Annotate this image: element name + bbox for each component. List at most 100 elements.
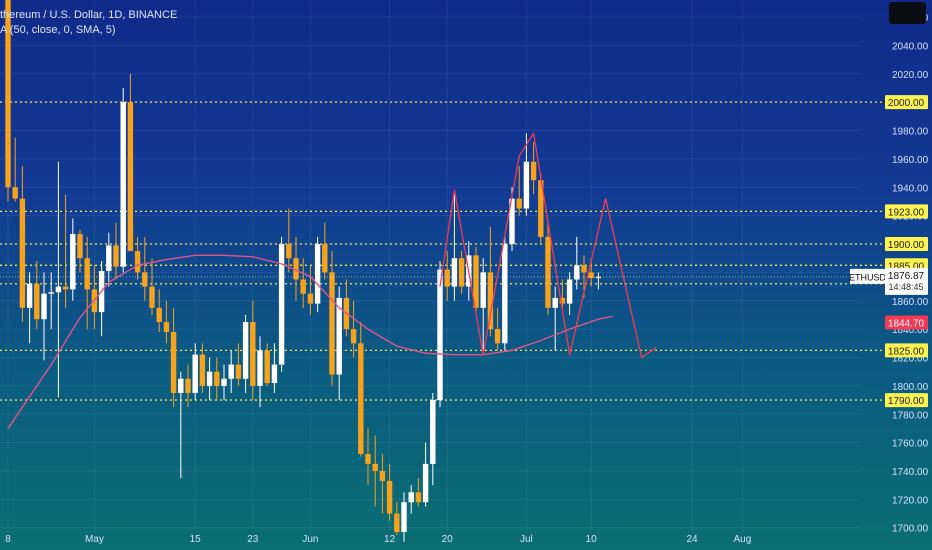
price-tick-label: 1960.00 xyxy=(892,155,929,166)
candle-down xyxy=(545,236,551,308)
candles xyxy=(5,0,602,542)
candle-down xyxy=(250,322,256,386)
price-tick-label: 1940.00 xyxy=(892,183,929,194)
candle-up xyxy=(120,102,126,267)
candle-down xyxy=(365,453,371,464)
candle-down xyxy=(185,378,191,393)
candle-down xyxy=(113,245,119,267)
price-tick-label: 2040.00 xyxy=(892,41,929,52)
candle-down xyxy=(494,329,501,344)
candle-down xyxy=(170,331,177,393)
candle-down xyxy=(386,480,393,514)
candle-down xyxy=(329,272,335,375)
candle-down xyxy=(473,255,479,308)
countdown-tag[interactable]: 14:48:45 xyxy=(888,282,923,292)
candle-up xyxy=(314,244,321,304)
corner-widget[interactable] xyxy=(889,2,926,24)
time-axis[interactable]: 8 May 15 23 Jun 12 20 Jul 10 24 Aug xyxy=(5,534,751,545)
candle-up xyxy=(70,234,76,290)
candle-up xyxy=(480,272,486,308)
candle-down xyxy=(5,0,11,188)
candle-down xyxy=(199,354,206,386)
symbol-title[interactable]: thereum / U.S. Dollar, 1D, BINANCE xyxy=(0,9,178,21)
candle-down xyxy=(286,244,292,259)
symbol-tag[interactable]: ETHUSD xyxy=(849,272,887,282)
level-label[interactable]: 1923.00 xyxy=(888,207,925,218)
candle-up xyxy=(48,292,54,294)
candle-up xyxy=(192,354,198,393)
candle-down xyxy=(300,279,306,294)
candle-down xyxy=(530,161,537,181)
chart-legend[interactable]: thereum / U.S. Dollar, 1D, BINANCE A (50… xyxy=(0,8,177,38)
candle-up xyxy=(523,161,530,209)
candle-down xyxy=(293,258,299,280)
candle-up xyxy=(41,293,47,320)
candle-down xyxy=(62,286,69,290)
price-tick-label: 1720.00 xyxy=(892,495,929,506)
candle-up xyxy=(502,244,508,344)
candle-down xyxy=(415,492,422,503)
candle-down xyxy=(264,350,270,384)
level-label-box xyxy=(885,343,928,358)
candle-down xyxy=(581,265,587,273)
candle-up xyxy=(228,364,234,379)
candle-up xyxy=(271,364,278,384)
price-tick-label: 1760.00 xyxy=(892,439,929,450)
level-label[interactable]: 1885.00 xyxy=(888,261,925,272)
time-tick-label: 15 xyxy=(190,534,202,545)
candle-down xyxy=(19,198,26,308)
candle-down xyxy=(214,371,220,386)
candle-down xyxy=(84,258,90,290)
candle-down xyxy=(12,187,18,199)
candle-up xyxy=(336,297,342,375)
indicator-label[interactable]: A (50, close, 0, SMA, 5) xyxy=(0,24,116,36)
candle-up xyxy=(408,492,414,503)
level-label[interactable]: 1790.00 xyxy=(888,396,925,407)
candle-down xyxy=(127,102,134,252)
candle-down xyxy=(588,272,594,279)
candle-up xyxy=(206,371,213,386)
grid-lines xyxy=(0,0,860,532)
symbol-tag-box xyxy=(850,268,885,284)
candle-up xyxy=(106,245,112,271)
candle-down xyxy=(394,513,400,532)
price-tag[interactable]: 1876.87 xyxy=(888,271,925,282)
candle-down xyxy=(134,251,141,273)
candle-up xyxy=(278,244,285,365)
price-tick-label: 1700.00 xyxy=(892,524,929,535)
price-tick-label: 1840.00 xyxy=(892,325,929,336)
level-label[interactable]: 1900.00 xyxy=(888,240,925,251)
price-tick-label: 1740.00 xyxy=(892,467,929,478)
sma-tag[interactable]: 1844.70 xyxy=(888,318,925,329)
price-tags: 2000.001923.001900.001885.001872.001825.… xyxy=(849,95,928,408)
level-label[interactable]: 1825.00 xyxy=(888,346,925,357)
candle-up xyxy=(451,258,458,287)
candle-down xyxy=(516,198,522,209)
candle-down xyxy=(77,234,83,259)
price-tick-label: 1860.00 xyxy=(892,297,929,308)
level-label[interactable]: 2000.00 xyxy=(888,98,925,109)
candle-down xyxy=(156,307,162,323)
candle-down xyxy=(149,286,155,308)
candle-up xyxy=(178,378,184,393)
candle-up xyxy=(401,502,407,532)
candle-up xyxy=(437,269,443,401)
candle-down xyxy=(538,180,544,237)
price-tick-label: 1820.00 xyxy=(892,354,929,365)
candle-up xyxy=(552,297,558,308)
time-tick-label: 10 xyxy=(586,534,598,545)
sma-tag-box xyxy=(885,315,928,330)
candle-up xyxy=(26,283,33,308)
time-tick-label: Jul xyxy=(520,534,533,545)
level-label-box xyxy=(885,204,928,219)
candle-up xyxy=(257,350,263,386)
candle-up xyxy=(221,378,227,386)
time-tick-label: May xyxy=(85,534,104,545)
candle-up xyxy=(422,463,429,503)
candle-down xyxy=(34,283,40,320)
time-tick-label: 12 xyxy=(384,534,396,545)
candle-down xyxy=(487,272,494,330)
candle-up xyxy=(574,265,580,280)
